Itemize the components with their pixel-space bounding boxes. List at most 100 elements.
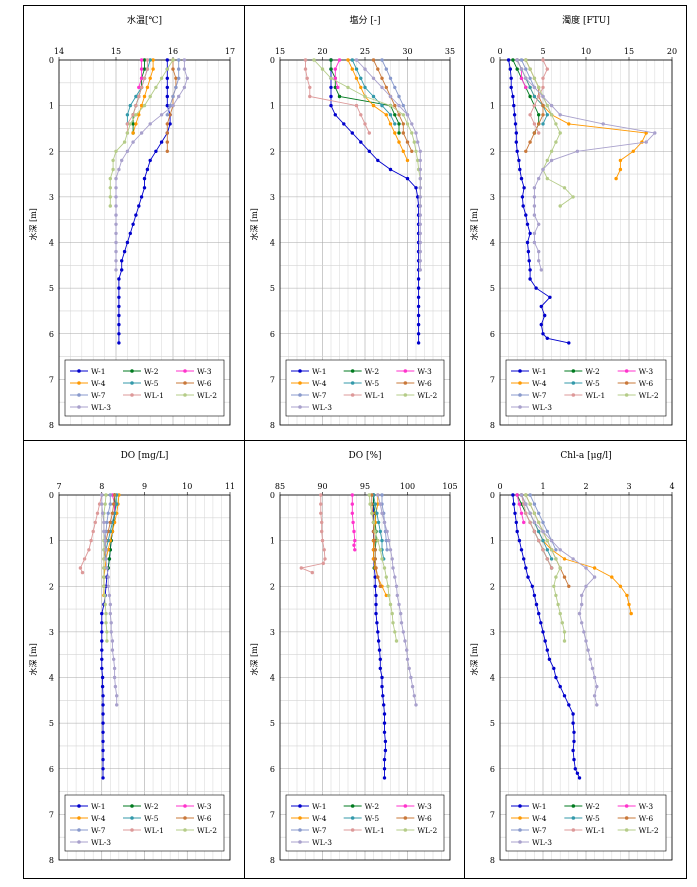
data-point (525, 240, 530, 245)
y-tick-label: 6 (490, 765, 495, 774)
data-point (165, 76, 169, 81)
legend-swatch-marker (298, 804, 302, 808)
data-point (310, 570, 314, 575)
data-point (527, 259, 531, 263)
legend-swatch-marker (624, 393, 629, 397)
legend-label: W-4 (312, 814, 327, 823)
series-w-1 (511, 493, 582, 780)
data-point (384, 67, 388, 71)
legend-swatch-marker (624, 369, 629, 373)
data-point (373, 557, 377, 561)
data-point (371, 520, 376, 525)
data-point (549, 158, 554, 163)
legend-label: W-1 (312, 802, 326, 811)
data-point (506, 58, 511, 62)
data-point (159, 140, 164, 144)
data-point (322, 548, 326, 552)
legend-swatch-marker (350, 804, 355, 808)
data-point (567, 341, 571, 345)
data-point (112, 666, 117, 671)
data-point (395, 593, 399, 598)
data-point (571, 721, 575, 725)
data-point (115, 502, 119, 506)
y-tick-label: 0 (490, 491, 495, 500)
y-tick-label: 3 (270, 193, 275, 202)
data-point (416, 277, 421, 281)
data-point (397, 602, 401, 607)
x-tick-label: 105 (442, 482, 457, 491)
data-point (393, 113, 397, 117)
legend-swatch-marker (403, 816, 408, 820)
data-point (110, 648, 115, 652)
data-point (525, 222, 530, 226)
data-point (122, 249, 127, 254)
data-point (382, 730, 387, 734)
data-point (359, 113, 363, 117)
data-point (537, 611, 541, 616)
y-tick-label: 8 (270, 421, 275, 430)
data-point (376, 639, 381, 643)
legend-label: W-4 (91, 379, 106, 388)
data-point (539, 621, 543, 625)
y-tick-label: 4 (49, 239, 54, 248)
data-point (100, 611, 104, 616)
series-w-1 (506, 58, 571, 345)
data-point (545, 158, 549, 163)
data-point (108, 204, 113, 208)
data-point (416, 286, 421, 290)
series-line (79, 494, 103, 573)
chart-do-percent: DO [%] 85 90 95 100 105 0 1 2 3 4 5 6 7 8 水深 [m] W-1 W-2 W… (249, 451, 458, 865)
legend-swatch-marker (183, 816, 187, 820)
data-point (514, 140, 518, 144)
data-point (378, 584, 382, 588)
data-point (168, 122, 172, 126)
chart-panel-salinity: 塩分 [-] 15 20 25 30 35 0 1 2 3 4 5 6 7 8 水深 [m] W-1 W-2 W-3… (245, 6, 464, 440)
data-point (532, 213, 537, 217)
data-point (401, 149, 405, 153)
x-tick-label: 90 (317, 482, 327, 491)
data-point (545, 557, 549, 561)
data-point (524, 149, 528, 153)
y-tick-label: 5 (270, 284, 275, 293)
data-point (165, 85, 169, 90)
data-point (359, 76, 363, 81)
data-point (350, 502, 354, 506)
y-tick-label: 6 (49, 330, 54, 339)
data-point (299, 566, 303, 570)
data-point (558, 566, 562, 570)
data-point (148, 158, 152, 163)
data-point (382, 767, 387, 771)
data-point (401, 103, 405, 108)
data-point (329, 94, 333, 99)
data-point (580, 621, 584, 625)
data-point (367, 131, 371, 135)
legend-swatch-marker (77, 369, 81, 373)
data-point (549, 149, 554, 153)
y-tick-label: 1 (490, 102, 495, 111)
data-point (554, 575, 558, 579)
data-point (177, 94, 181, 99)
data-point (373, 548, 377, 552)
legend-swatch-marker (518, 381, 522, 385)
data-point (405, 122, 410, 126)
data-point (378, 666, 382, 671)
data-point (562, 630, 567, 634)
data-point (416, 304, 421, 309)
data-point (350, 67, 354, 71)
data-point (382, 721, 387, 725)
data-point (100, 684, 105, 689)
data-point (376, 538, 380, 543)
series-wl-3 (376, 493, 418, 707)
data-point (134, 113, 138, 117)
data-point (117, 313, 121, 318)
legend-label: WL-1 (144, 826, 164, 835)
data-point (376, 520, 381, 525)
data-point (528, 113, 532, 117)
series-w-5 (371, 493, 386, 561)
data-point (106, 575, 110, 579)
data-point (352, 543, 356, 547)
data-point (521, 204, 525, 208)
legend-box (64, 359, 225, 417)
y-axis-label: 水深 [m] (249, 208, 259, 240)
data-point (108, 195, 113, 199)
